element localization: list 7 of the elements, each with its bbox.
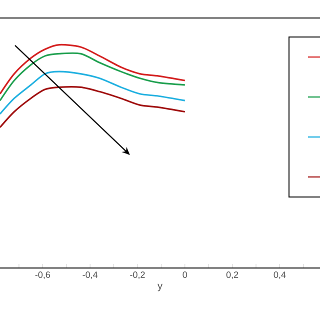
x-tick-label: 0,4 — [274, 272, 286, 279]
x-tick-label: -0,6 — [35, 272, 50, 279]
x-axis-title: y — [158, 284, 162, 292]
x-tick-label: 0,2 — [226, 272, 238, 279]
x-tick-label: -0,2 — [130, 272, 145, 279]
x-tick-label: -0,4 — [82, 272, 98, 279]
x-tick-label: 0 — [182, 272, 188, 278]
